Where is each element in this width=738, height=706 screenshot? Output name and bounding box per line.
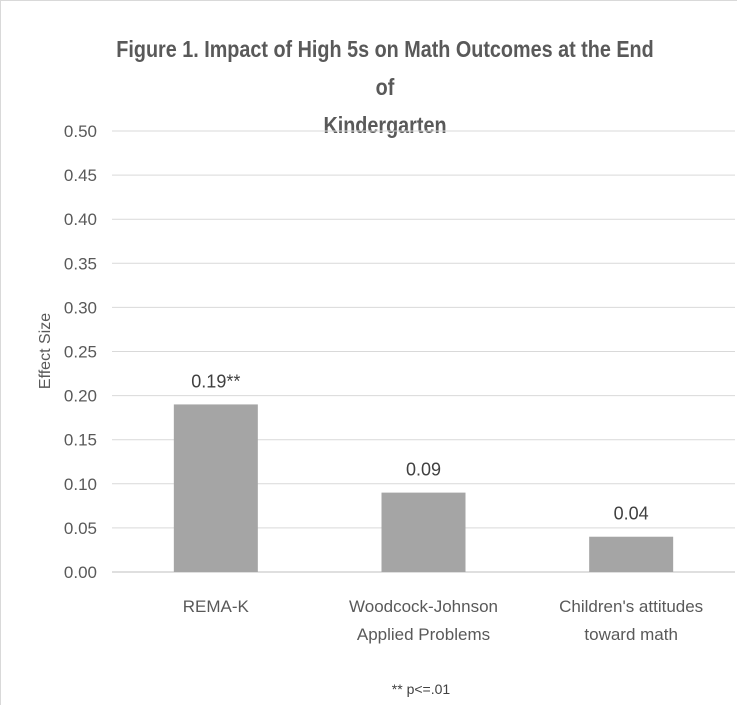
data-label: 0.04 [614, 504, 649, 524]
footnote: ** p<=.01 [392, 681, 451, 697]
y-tick-label: 0.35 [64, 254, 97, 273]
x-category-label: Applied Problems [357, 625, 490, 644]
y-tick-label: 0.25 [64, 343, 97, 362]
x-category-label: toward math [584, 625, 678, 644]
y-tick-label: 0.45 [64, 166, 97, 185]
y-tick-label: 0.05 [64, 519, 97, 538]
x-category-label: Woodcock-Johnson [349, 597, 498, 616]
chart-title: Figure 1. Impact of High 5s on Math Outc… [106, 30, 665, 144]
gridlines [112, 130, 735, 573]
y-tick-label: 0.00 [64, 563, 97, 582]
bar [173, 404, 258, 572]
data-labels: 0.19** 0.09 0.04 [191, 371, 648, 523]
y-tick-label: 0.50 [64, 122, 97, 141]
bars [173, 404, 674, 572]
y-tick-label: 0.30 [64, 298, 97, 317]
x-axis-categories: REMA-K Woodcock-Johnson Applied Problems Ch… [183, 597, 703, 644]
data-label: 0.09 [406, 460, 441, 480]
x-category-label: Children's attitudes [559, 597, 703, 616]
y-axis-ticks: 0.00 0.05 0.10 0.15 0.20 0.25 0.30 0.35 0.40 0.45… [64, 122, 97, 582]
y-axis-title: Effect Size [37, 313, 54, 389]
y-tick-label: 0.15 [64, 431, 97, 450]
y-tick-label: 0.10 [64, 475, 97, 494]
bar [381, 492, 466, 572]
y-tick-label: 0.40 [64, 210, 97, 229]
x-category-label: REMA-K [183, 597, 250, 616]
data-label: 0.19** [191, 371, 240, 391]
chart-title-line-2: Kindergarten [323, 112, 447, 138]
chart-title-line-1: Figure 1. Impact of High 5s on Math Outc… [116, 36, 654, 100]
bar [589, 536, 674, 572]
y-tick-label: 0.20 [64, 387, 97, 406]
